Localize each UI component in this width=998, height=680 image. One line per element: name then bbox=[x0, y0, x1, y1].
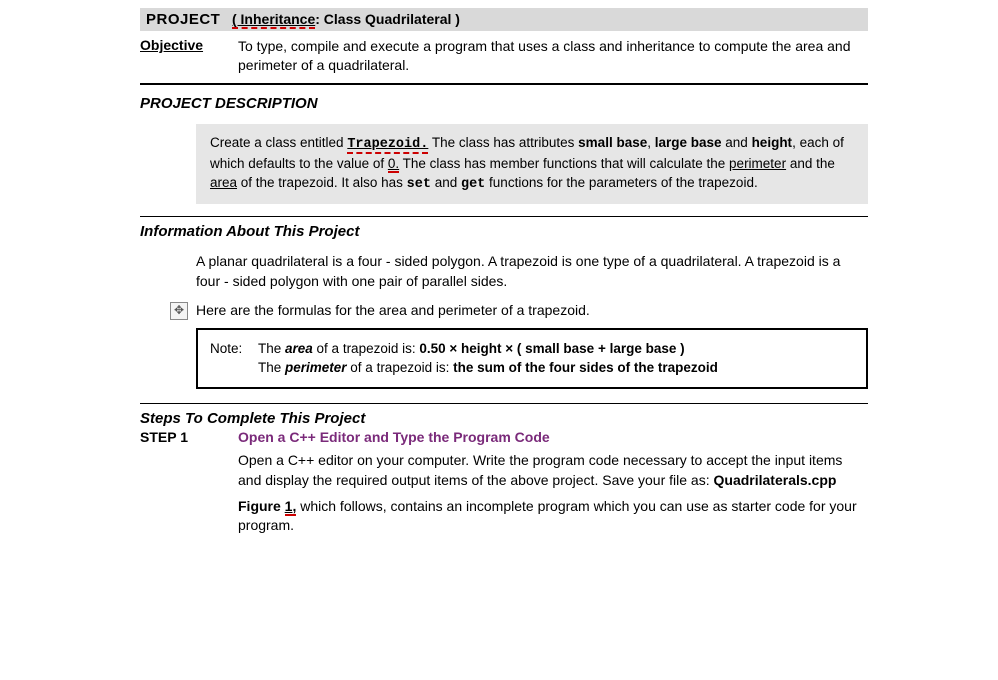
info-paragraph-1: A planar quadrilateral is a four - sided… bbox=[196, 252, 868, 291]
move-anchor-icon[interactable]: ✥ bbox=[170, 302, 188, 320]
figure-label: Figure bbox=[238, 498, 285, 514]
word-perimeter: perimeter bbox=[729, 156, 786, 171]
note-body: The area of a trapezoid is: 0.50 × heigh… bbox=[258, 340, 854, 378]
note-text: of a trapezoid is: bbox=[313, 341, 420, 356]
note-text: The bbox=[258, 341, 285, 356]
step-1-row: STEP 1 Open a C++ Editor and Type the Pr… bbox=[140, 429, 868, 445]
step-1-text: which follows, contains an incomplete pr… bbox=[238, 498, 857, 534]
desc-text: The class has member functions that will… bbox=[399, 156, 729, 171]
note-text: of a trapezoid is: bbox=[347, 360, 454, 375]
note-perimeter-word: perimeter bbox=[285, 360, 347, 375]
objective-label: Objective bbox=[140, 37, 238, 75]
step-1-body-2: Figure 1, which follows, contains an inc… bbox=[238, 497, 868, 536]
step-1-label: STEP 1 bbox=[140, 429, 238, 445]
anchor-row: ✥ Here are the formulas for the area and… bbox=[170, 302, 868, 318]
divider-with-handle bbox=[140, 403, 868, 404]
info-heading: Information About This Project bbox=[140, 223, 868, 240]
step-1-filename: Quadrilaterals.cpp bbox=[714, 472, 837, 488]
note-text: The bbox=[258, 360, 285, 375]
perimeter-formula: the sum of the four sides of the trapezo… bbox=[453, 360, 718, 375]
step-1-title: Open a C++ Editor and Type the Program C… bbox=[238, 429, 550, 445]
desc-text: functions for the parameters of the trap… bbox=[485, 175, 757, 190]
project-title-rest: : Class Quadrilateral ) bbox=[315, 11, 460, 27]
attr-height: height bbox=[752, 135, 793, 150]
project-label: PROJECT bbox=[146, 11, 220, 28]
project-description-heading: PROJECT DESCRIPTION bbox=[140, 95, 868, 112]
func-get: get bbox=[461, 177, 485, 192]
project-header-bar: PROJECT ( Inheritance: Class Quadrilater… bbox=[140, 8, 868, 31]
divider bbox=[140, 83, 868, 85]
desc-text: , bbox=[647, 135, 655, 150]
desc-text: and bbox=[722, 135, 752, 150]
objective-row: Objective To type, compile and execute a… bbox=[140, 37, 868, 75]
info-paragraph-2: Here are the formulas for the area and p… bbox=[196, 302, 868, 318]
figure-word: Figure bbox=[238, 498, 285, 514]
figure-1-link[interactable]: 1, bbox=[285, 498, 297, 516]
inheritance-label: ( Inheritance bbox=[232, 11, 315, 29]
steps-heading: Steps To Complete This Project bbox=[140, 410, 868, 427]
attr-small-base: small base bbox=[578, 135, 647, 150]
desc-text: and bbox=[431, 175, 461, 190]
note-label: Note: bbox=[210, 340, 258, 378]
description-box: Create a class entitled Trapezoid. The c… bbox=[196, 124, 868, 205]
objective-text: To type, compile and execute a program t… bbox=[238, 37, 868, 75]
func-set: set bbox=[407, 177, 431, 192]
document-page: PROJECT ( Inheritance: Class Quadrilater… bbox=[0, 0, 998, 556]
attr-large-base: large base bbox=[655, 135, 722, 150]
desc-text: and the bbox=[786, 156, 835, 171]
note-area-word: area bbox=[285, 341, 313, 356]
desc-text: of the trapezoid. It also has bbox=[237, 175, 407, 190]
note-box: Note: The area of a trapezoid is: 0.50 ×… bbox=[196, 328, 868, 390]
class-name-trapezoid: Trapezoid. bbox=[347, 137, 428, 154]
step-1-body-1: Open a C++ editor on your computer. Writ… bbox=[238, 451, 868, 490]
desc-text: Create a class entitled bbox=[210, 135, 347, 150]
word-area: area bbox=[210, 175, 237, 190]
divider bbox=[140, 216, 868, 217]
desc-text: The class has attributes bbox=[428, 135, 578, 150]
default-zero: 0. bbox=[388, 156, 399, 173]
area-formula: 0.50 × height × ( small base + large bas… bbox=[419, 341, 684, 356]
